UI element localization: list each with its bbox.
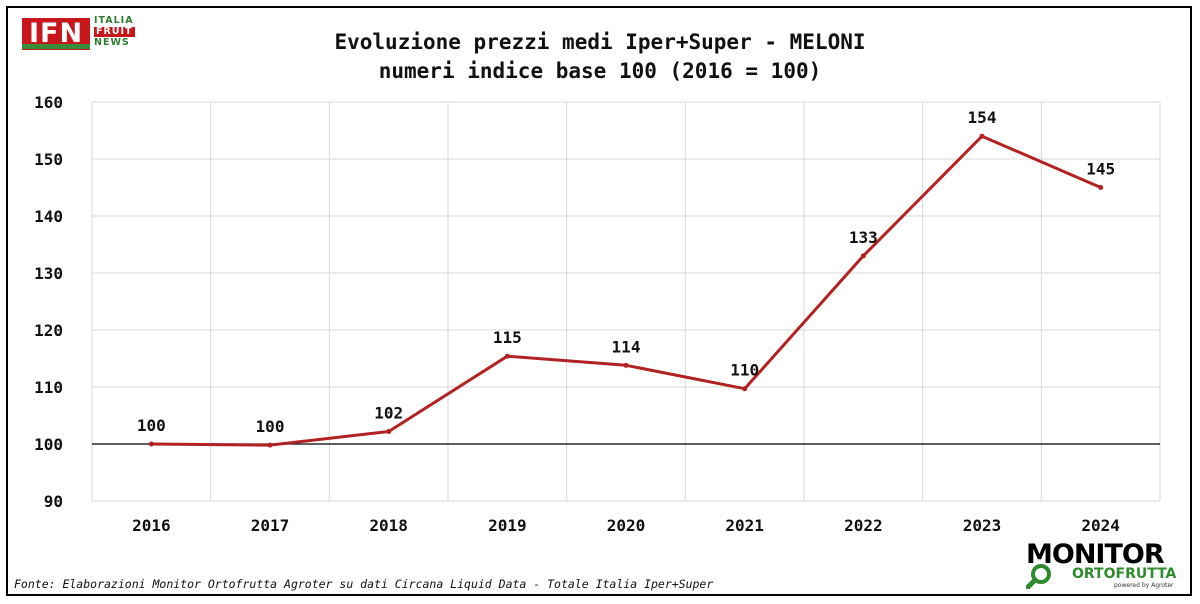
x-tick-label: 2021 xyxy=(725,516,764,535)
chart-subtitle: numeri indice base 100 (2016 = 100) xyxy=(378,59,822,83)
x-tick-label: 2016 xyxy=(132,516,171,535)
y-tick-label: 140 xyxy=(34,207,63,226)
x-tick-label: 2022 xyxy=(844,516,883,535)
data-point xyxy=(504,353,510,359)
x-tick-label: 2023 xyxy=(963,516,1002,535)
y-tick-label: 90 xyxy=(44,492,63,511)
y-tick-label: 130 xyxy=(34,264,63,283)
monitor-ortofrutta-logo: MONITOR ORTOFRUTTA powered by Agroter xyxy=(1026,541,1186,591)
y-tick-label: 120 xyxy=(34,321,63,340)
ifn-logo: IFN ITALIA FRUIT NEWS xyxy=(22,16,142,52)
monitor-logo-powered: powered by Agroter xyxy=(1114,582,1174,589)
chart-frame xyxy=(6,6,1192,596)
ifn-logo-line3: NEWS xyxy=(94,37,130,48)
data-label: 115 xyxy=(493,328,522,347)
ifn-logo-line1: ITALIA xyxy=(94,15,134,26)
data-point xyxy=(742,386,748,392)
monitor-logo-main: MONITOR xyxy=(1026,539,1165,570)
magnifier-icon xyxy=(1026,564,1051,589)
x-tick-label: 2020 xyxy=(607,516,646,535)
y-tick-label: 100 xyxy=(34,435,63,454)
x-tick-label: 2019 xyxy=(488,516,527,535)
data-label: 102 xyxy=(374,403,403,422)
ifn-logo-line2: FRUIT xyxy=(94,26,135,37)
source-footnote: Fonte: Elaborazioni Monitor Ortofrutta A… xyxy=(14,577,714,591)
x-tick-label: 2017 xyxy=(251,516,290,535)
y-tick-label: 110 xyxy=(34,378,63,397)
monitor-logo-sub: ORTOFRUTTA xyxy=(1072,566,1177,582)
y-tick-label: 150 xyxy=(34,150,63,169)
data-label: 114 xyxy=(612,337,641,356)
data-point xyxy=(148,441,154,447)
x-tick-label: 2024 xyxy=(1081,516,1120,535)
series-line xyxy=(151,134,1102,447)
ifn-logo-stripe xyxy=(22,44,90,49)
data-label: 133 xyxy=(849,228,878,247)
data-label: 154 xyxy=(968,108,997,127)
data-point xyxy=(386,428,392,434)
data-label: 100 xyxy=(137,416,166,435)
data-point xyxy=(1098,185,1104,190)
chart-title: Evoluzione prezzi medi Iper+Super - MELO… xyxy=(334,30,866,54)
x-tick-label: 2018 xyxy=(369,516,408,535)
data-point xyxy=(267,442,273,448)
data-point xyxy=(860,253,866,259)
data-point xyxy=(623,362,629,368)
data-label: 145 xyxy=(1086,160,1115,179)
data-label: 110 xyxy=(730,361,759,380)
y-tick-label: 160 xyxy=(34,93,63,112)
data-point xyxy=(979,133,985,139)
data-label: 100 xyxy=(256,417,285,436)
